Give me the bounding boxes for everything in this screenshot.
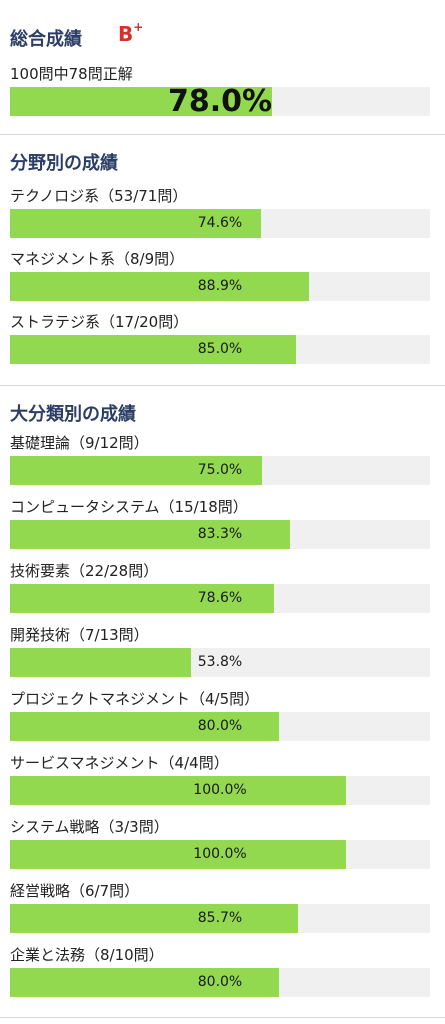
grade-letter: B (118, 22, 134, 46)
score-label: テクノロジ系（53/71問） (10, 187, 188, 205)
score-bar-fill (10, 712, 279, 741)
score-label: 開発技術（7/13問） (10, 626, 149, 644)
score-bar-fill (10, 840, 346, 869)
divider (0, 385, 445, 386)
score-bar: 100.0% (10, 840, 430, 869)
overall-progress-fill (10, 87, 273, 116)
score-bar: 83.3% (10, 520, 430, 549)
score-bar-fill (10, 209, 261, 238)
score-bar-fill (10, 776, 346, 805)
score-percent: 85.7% (197, 910, 243, 926)
score-label: 経営戦略（6/7問） (10, 882, 140, 900)
score-label: プロジェクトマネジメント（4/5問） (10, 690, 260, 708)
score-bar: 78.6% (10, 584, 430, 613)
score-bar-fill (10, 968, 279, 997)
score-bar-fill (10, 584, 275, 613)
divider (0, 1017, 445, 1018)
category-section: 大分類別の成績 基礎理論（9/12問） 75.0% コンピュータシステム（15/18… (0, 386, 445, 1024)
score-label: ストラテジ系（17/20問） (10, 313, 189, 331)
score-bar-fill (10, 904, 298, 933)
score-bar: 74.6% (10, 209, 430, 238)
overall-section: 総合成績 B+ 100問中78問正解 78.0% (0, 0, 445, 134)
grade-badge: B+ (118, 20, 144, 46)
score-label: マネジメント系（8/9問） (10, 250, 185, 268)
score-percent: 53.8% (197, 654, 243, 670)
score-bar: 100.0% (10, 776, 430, 805)
score-bar-fill (10, 456, 262, 485)
score-bar: 75.0% (10, 456, 430, 485)
score-percent: 80.0% (197, 974, 243, 990)
score-label: 企業と法務（8/10問） (10, 946, 164, 964)
score-percent: 88.9% (197, 278, 243, 294)
overall-progress-bar: 78.0% (10, 87, 430, 116)
score-bar-fill (10, 648, 191, 677)
score-bar-fill (10, 272, 309, 301)
field-section: 分野別の成績 テクノロジ系（53/71問） 74.6% マネジメント系（8/9問） 8… (0, 135, 445, 385)
score-percent: 80.0% (197, 718, 243, 734)
score-percent: 78.6% (197, 590, 243, 606)
overall-title: 総合成績 (10, 29, 82, 50)
score-bar: 88.9% (10, 272, 430, 301)
category-section-title: 大分類別の成績 (10, 404, 136, 425)
score-bar-fill (10, 520, 290, 549)
divider (0, 134, 445, 135)
score-bar-fill (10, 335, 296, 364)
score-percent: 100.0% (193, 782, 247, 798)
score-label: システム戦略（3/3問） (10, 818, 169, 836)
score-label: 基礎理論（9/12問） (10, 434, 149, 452)
score-percent: 74.6% (197, 215, 243, 231)
score-bar: 85.7% (10, 904, 430, 933)
score-bar: 85.0% (10, 335, 430, 364)
score-bar: 80.0% (10, 968, 430, 997)
grade-mark: + (133, 20, 144, 35)
score-bar: 80.0% (10, 712, 430, 741)
field-section-title: 分野別の成績 (10, 153, 118, 174)
score-label: 技術要素（22/28問） (10, 562, 159, 580)
score-label: コンピュータシステム（15/18問） (10, 498, 248, 516)
overall-summary: 100問中78問正解 (10, 65, 133, 83)
score-percent: 83.3% (197, 526, 243, 542)
score-bar: 53.8% (10, 648, 430, 677)
score-percent: 100.0% (193, 846, 247, 862)
overall-percent: 78.0% (167, 87, 273, 116)
score-label: サービスマネジメント（4/4問） (10, 754, 229, 772)
score-percent: 85.0% (197, 341, 243, 357)
score-percent: 75.0% (197, 462, 243, 478)
